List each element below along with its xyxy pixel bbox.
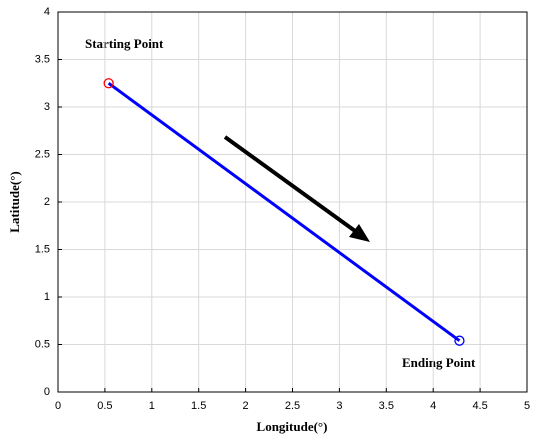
- x-tick-label: 1: [149, 400, 155, 412]
- arrow: [223, 135, 364, 238]
- y-tick-label: 2: [44, 196, 50, 208]
- y-tick-label: 3.5: [35, 53, 50, 65]
- y-tick-label: 4: [44, 6, 50, 18]
- y-tick-label: 0.5: [35, 338, 50, 350]
- y-tick-label: 1.5: [35, 243, 50, 255]
- line: [107, 82, 461, 342]
- annotation: Ending Point: [402, 355, 476, 370]
- x-tick-label: 4: [430, 400, 436, 412]
- y-tick-label: 1: [44, 291, 50, 303]
- x-tick-label: 5: [524, 400, 530, 412]
- x-tick-label: 3: [336, 400, 342, 412]
- marker: [454, 335, 465, 346]
- plot-frame: [57, 11, 528, 393]
- y-axis-label: Latitude(°): [7, 171, 22, 233]
- x-axis-label: Longitude(°): [257, 419, 328, 434]
- x-tick-label: 4.5: [472, 400, 487, 412]
- y-tick-label: 2.5: [35, 148, 50, 160]
- x-tick-label: 1.5: [191, 400, 206, 412]
- x-tick-label: 0: [55, 400, 61, 412]
- arrow-head: [349, 224, 370, 242]
- x-tick-label: 0.5: [97, 400, 112, 412]
- y-tick-label: 0: [44, 386, 50, 398]
- x-tick-label: 2.5: [285, 400, 300, 412]
- x-tick-label: 3.5: [379, 400, 394, 412]
- marker: [103, 78, 114, 89]
- x-tick-label: 2: [243, 400, 249, 412]
- y-tick-label: 3: [44, 101, 50, 113]
